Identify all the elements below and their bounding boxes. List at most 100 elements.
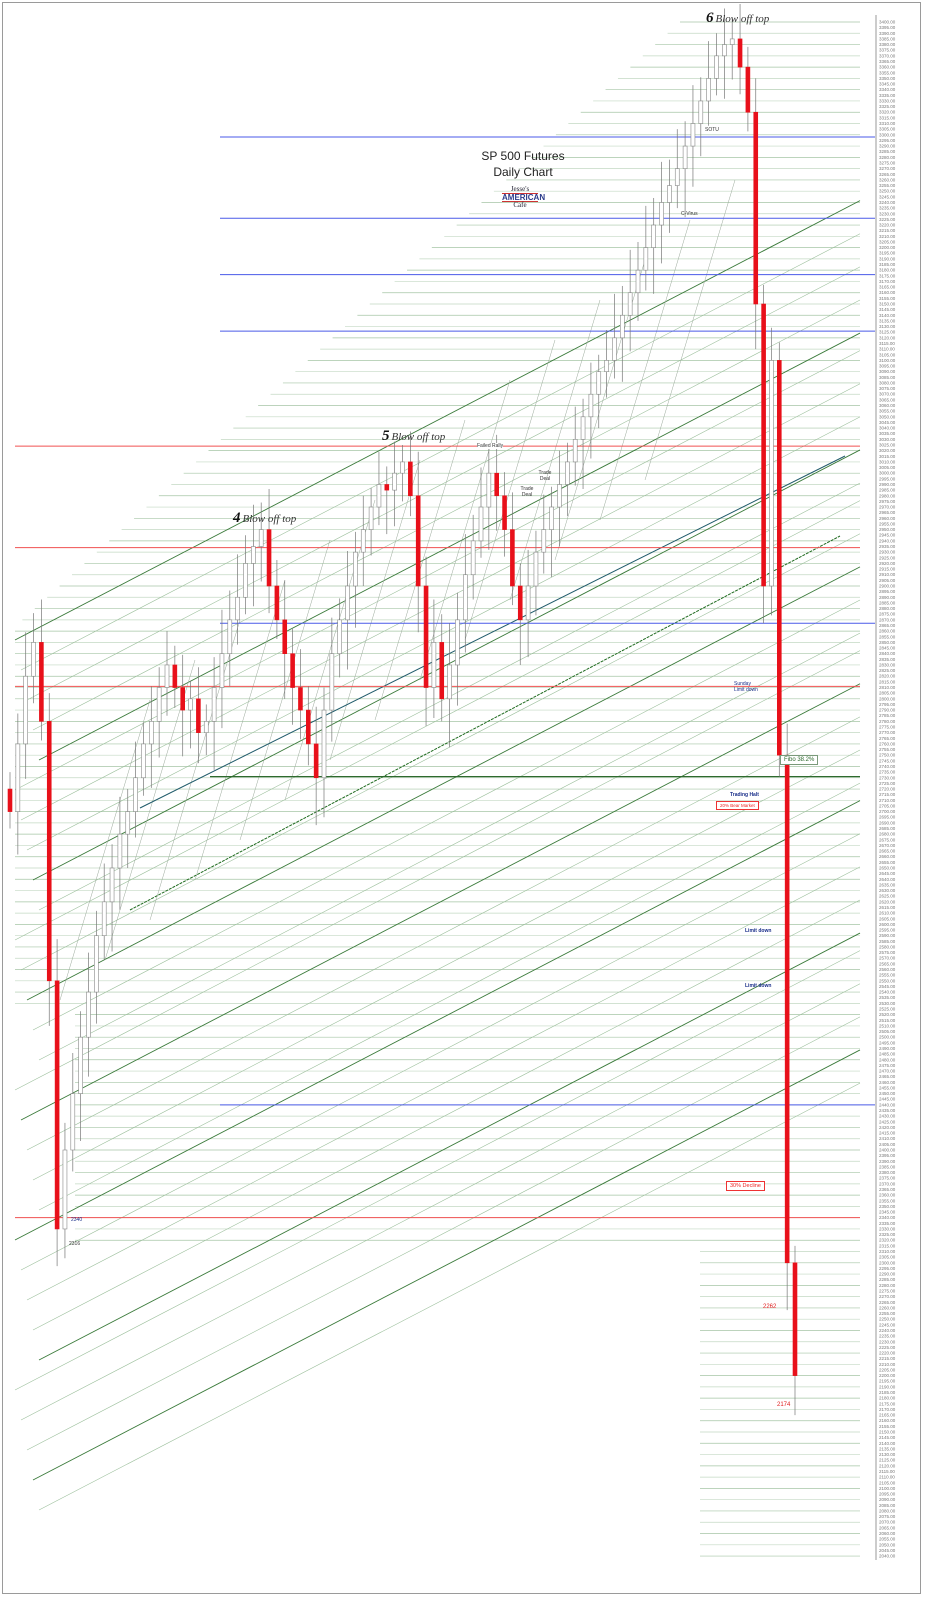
- candle-body-up: [698, 100, 704, 124]
- annotation-trade-deal-1: Trade Deal: [538, 470, 552, 482]
- candle-body-up: [627, 292, 633, 316]
- candle: [706, 41, 711, 126]
- candle-body-down: [502, 495, 507, 530]
- y-tick-label: 2125.00: [879, 1458, 896, 1463]
- candle-body-up: [243, 563, 248, 598]
- y-tick-label: 2535.00: [879, 995, 896, 1000]
- candle-body-up: [133, 777, 138, 812]
- y-tick-label: 3095.00: [879, 364, 896, 369]
- y-tick-label: 2645.00: [879, 871, 896, 876]
- candle: [156, 667, 162, 758]
- candle: [164, 631, 170, 716]
- y-tick-label: 2540.00: [879, 990, 896, 995]
- candle-body-down: [290, 653, 295, 688]
- candle: [70, 1052, 76, 1172]
- y-tick-label: 3385.00: [879, 36, 896, 41]
- fan-line: [32, 599, 861, 1031]
- y-tick-label: 2495.00: [879, 1040, 896, 1045]
- candle-body-up: [596, 371, 602, 395]
- candle-body-up: [368, 506, 374, 530]
- y-tick-label: 2270.00: [879, 1294, 896, 1299]
- candle: [612, 293, 617, 379]
- fan-line: [32, 1049, 861, 1481]
- y-tick-label: 2845.00: [879, 646, 896, 651]
- y-tick-label: 3355.00: [879, 70, 896, 75]
- candle: [462, 534, 468, 653]
- candle: [596, 354, 602, 429]
- candle-body-up: [533, 551, 539, 587]
- fan-line: [26, 866, 861, 1301]
- y-tick-label: 2625.00: [879, 894, 896, 899]
- y-tick-label: 2420.00: [879, 1125, 896, 1130]
- y-tick-label: 3200.00: [879, 245, 896, 250]
- steep-trend-line: [104, 659, 196, 961]
- candle-body-up: [667, 185, 672, 203]
- candle: [243, 535, 248, 615]
- candle: [737, 3, 743, 95]
- y-tick-label: 3315.00: [879, 115, 896, 120]
- y-tick-label: 3260.00: [879, 177, 896, 182]
- fan-line: [32, 449, 861, 881]
- y-tick-label: 2400.00: [879, 1148, 896, 1153]
- y-axis: 3400.003395.003390.003385.003380.003375.…: [875, 15, 896, 1560]
- candle-body-up: [31, 642, 36, 677]
- candle-body-up: [659, 202, 664, 226]
- y-tick-label: 2860.00: [879, 629, 896, 634]
- y-tick-label: 2355.00: [879, 1198, 896, 1203]
- candle-body-up: [345, 585, 350, 621]
- candle-body-up: [321, 709, 327, 779]
- candle-body-up: [619, 314, 625, 339]
- candle: [258, 502, 264, 582]
- y-tick-label: 3345.00: [879, 82, 896, 87]
- candle-body-up: [149, 721, 154, 745]
- y-tick-label: 2990.00: [879, 482, 896, 487]
- y-tick-label: 3165.00: [879, 285, 896, 290]
- chart-title: SP 500 Futures Daily Chart: [478, 148, 568, 180]
- y-tick-label: 2655.00: [879, 860, 896, 865]
- y-tick-label: 2525.00: [879, 1007, 896, 1012]
- y-tick-label: 3230.00: [879, 211, 896, 216]
- y-tick-label: 2695.00: [879, 815, 896, 820]
- y-tick-label: 2250.00: [879, 1317, 896, 1322]
- candle: [431, 599, 437, 718]
- y-tick-label: 3210.00: [879, 234, 896, 239]
- candle-body-up: [376, 484, 382, 508]
- candle: [227, 590, 233, 687]
- candle: [172, 645, 178, 708]
- candle: [46, 693, 52, 1026]
- y-tick-label: 3015.00: [879, 454, 896, 459]
- candle-body-up: [455, 619, 460, 666]
- y-tick-label: 3070.00: [879, 392, 896, 397]
- y-tick-label: 3240.00: [879, 200, 896, 205]
- candle-body-down: [305, 709, 311, 745]
- y-tick-label: 3175.00: [879, 273, 896, 278]
- annotation-c-virus: C-Virus: [681, 211, 698, 217]
- fan-line: [32, 299, 861, 731]
- y-tick-label: 3170.00: [879, 279, 896, 284]
- annotation-fibo-38: Fibo 38.2%: [780, 755, 819, 765]
- y-tick-label: 2565.00: [879, 961, 896, 966]
- candle: [525, 549, 531, 658]
- y-tick-label: 3310.00: [879, 121, 896, 126]
- y-tick-label: 2070.00: [879, 1520, 896, 1525]
- candle-body-down: [46, 721, 52, 982]
- candle: [714, 33, 719, 96]
- y-tick-label: 2900.00: [879, 584, 896, 589]
- candle: [94, 910, 99, 1024]
- y-tick-label: 2780.00: [879, 719, 896, 724]
- y-tick-label: 2760.00: [879, 741, 896, 746]
- y-tick-label: 2385.00: [879, 1164, 896, 1169]
- candle: [533, 530, 539, 616]
- y-tick-label: 2305.00: [879, 1255, 896, 1260]
- candle-body-up: [643, 247, 649, 271]
- fan-line: [20, 833, 861, 1271]
- y-tick-label: 3350.00: [879, 76, 896, 81]
- candle-body-down: [494, 472, 500, 497]
- y-tick-label: 2670.00: [879, 843, 896, 848]
- candle: [392, 441, 397, 527]
- wave-number: 4: [233, 510, 241, 526]
- y-tick-label: 2315.00: [879, 1243, 896, 1248]
- candle-body-up: [557, 484, 562, 508]
- candle: [15, 713, 21, 855]
- y-tick-label: 2800.00: [879, 696, 896, 701]
